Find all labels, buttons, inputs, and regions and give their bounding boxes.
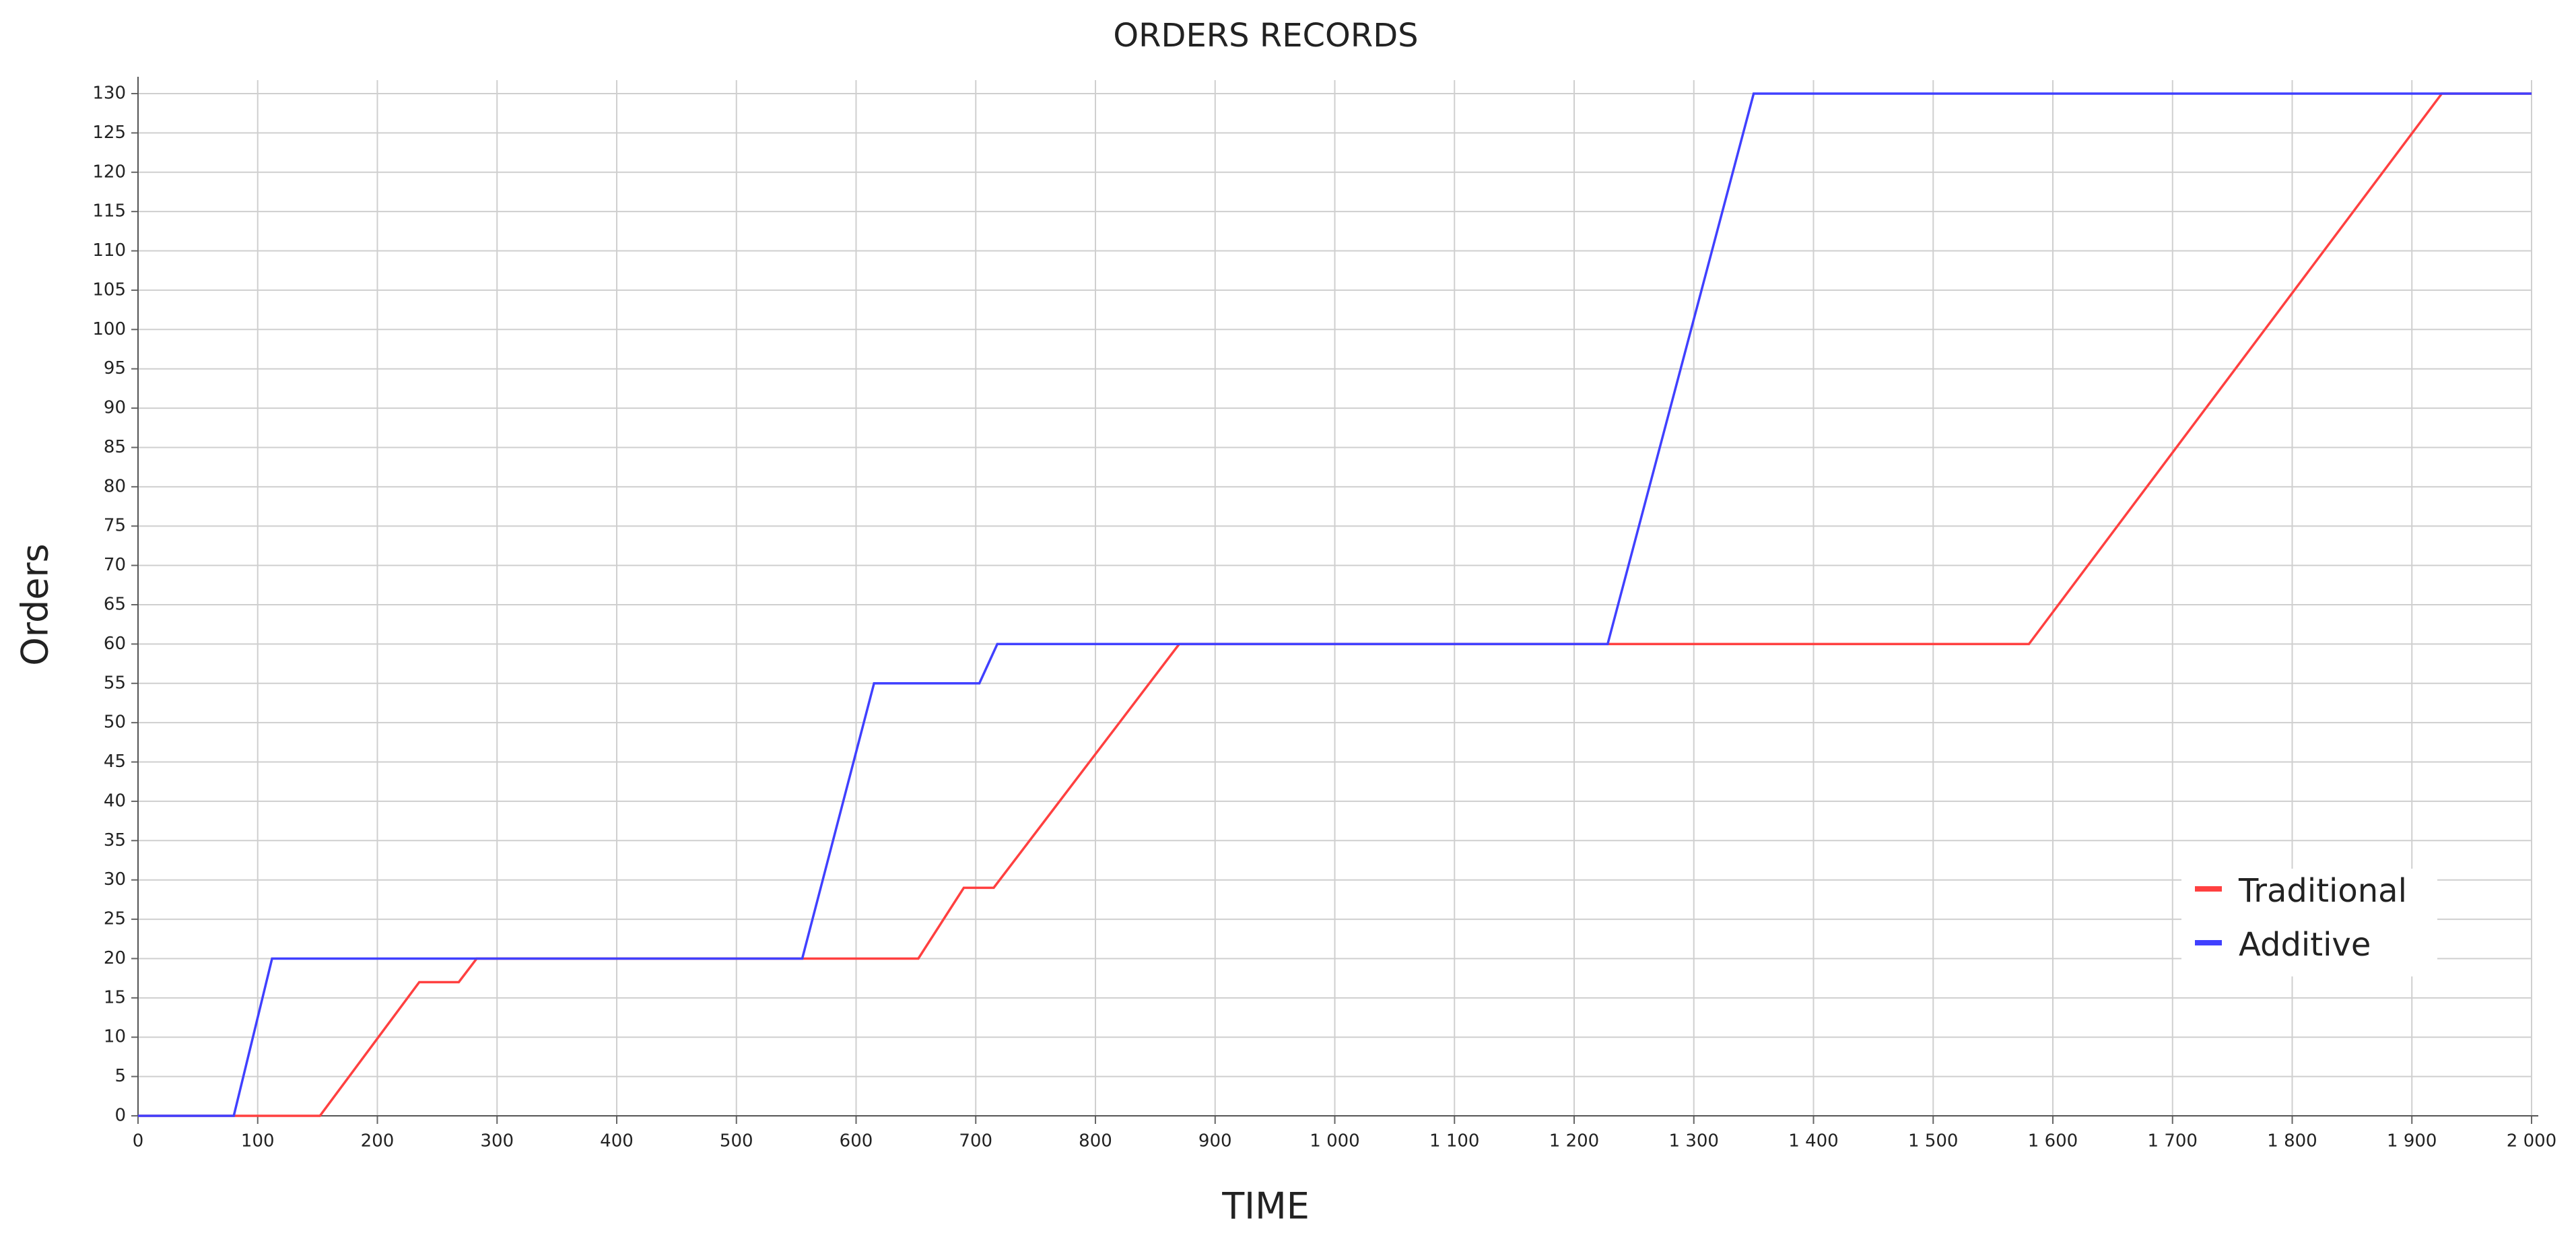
x-tick-label: 700	[959, 1131, 992, 1152]
y-tick-label: 0	[114, 1106, 126, 1126]
x-tick-label: 1 500	[1908, 1131, 1958, 1152]
x-tick-label: 400	[600, 1131, 634, 1152]
y-tick-label: 40	[104, 791, 126, 811]
x-tick-label: 300	[480, 1131, 514, 1152]
y-tick-label: 115	[92, 201, 126, 222]
y-tick-label: 100	[92, 319, 126, 339]
y-tick-label: 55	[104, 673, 126, 693]
x-tick-label: 1 700	[2148, 1131, 2198, 1152]
x-axis-label: TIME	[1221, 1185, 1310, 1228]
y-tick-label: 35	[104, 830, 126, 851]
y-axis-label: Orders	[14, 543, 57, 666]
x-tick-label: 1 000	[1310, 1131, 1359, 1152]
y-tick-label: 120	[92, 162, 126, 182]
series-line	[138, 92, 2532, 1117]
x-tick-label: 600	[840, 1131, 873, 1152]
y-tick-label: 80	[104, 476, 126, 496]
x-tick-label: 1 600	[2028, 1131, 2078, 1152]
y-tick-label: 45	[104, 752, 126, 772]
y-tick-label: 70	[104, 555, 126, 575]
y-tick-label: 15	[104, 987, 126, 1007]
x-tick-label: 100	[241, 1131, 275, 1152]
legend-box	[2181, 869, 2437, 976]
x-tick-label: 1 900	[2387, 1131, 2437, 1152]
x-tick-label: 1 400	[1788, 1131, 1838, 1152]
y-tick-label: 30	[104, 869, 126, 890]
x-tick-label: 200	[361, 1131, 395, 1152]
y-tick-label: 90	[104, 398, 126, 418]
x-tick-label: 0	[133, 1131, 144, 1152]
x-tick-label: 1 200	[1549, 1131, 1599, 1152]
y-tick-label: 85	[104, 437, 126, 457]
y-tick-label: 105	[92, 279, 126, 300]
y-tick-label: 10	[104, 1027, 126, 1047]
y-tick-label: 60	[104, 634, 126, 654]
y-tick-label: 130	[92, 84, 126, 104]
x-tick-label: 1 800	[2267, 1131, 2317, 1152]
x-tick-label: 500	[720, 1131, 753, 1152]
legend-label: Traditional	[2238, 872, 2407, 910]
y-tick-label: 65	[104, 595, 126, 615]
x-tick-label: 1 100	[1429, 1131, 1479, 1152]
legend-label: Additive	[2239, 926, 2371, 964]
y-tick-label: 75	[104, 516, 126, 536]
y-tick-label: 50	[104, 712, 126, 733]
y-tick-label: 20	[104, 948, 126, 968]
x-tick-label: 2 000	[2507, 1131, 2556, 1152]
y-tick-label: 25	[104, 909, 126, 929]
x-tick-label: 1 300	[1669, 1131, 1719, 1152]
chart-title: ORDERS RECORDS	[1113, 17, 1418, 55]
y-tick-label: 5	[114, 1066, 126, 1086]
x-tick-label: 800	[1079, 1131, 1112, 1152]
x-tick-label: 900	[1198, 1131, 1232, 1152]
y-tick-label: 110	[92, 240, 126, 261]
y-tick-label: 125	[92, 123, 126, 143]
series-line	[138, 92, 2532, 1117]
y-tick-label: 95	[104, 358, 126, 378]
